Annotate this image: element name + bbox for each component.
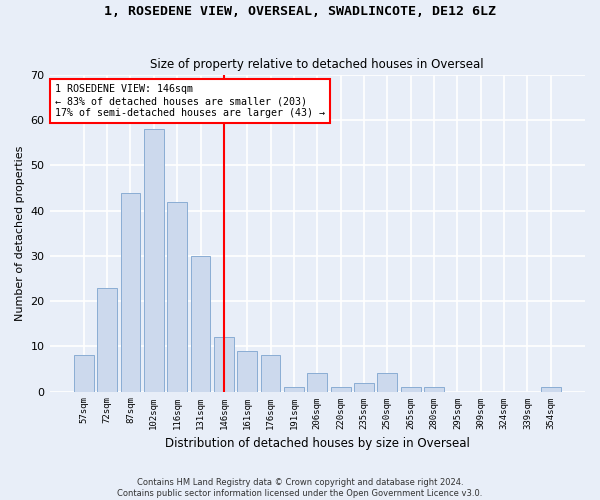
Bar	[377, 374, 397, 392]
Text: Contains HM Land Registry data © Crown copyright and database right 2024.
Contai: Contains HM Land Registry data © Crown c…	[118, 478, 482, 498]
Bar	[191, 256, 211, 392]
Text: 1, ROSEDENE VIEW, OVERSEAL, SWADLINCOTE, DE12 6LZ: 1, ROSEDENE VIEW, OVERSEAL, SWADLINCOTE,…	[104, 5, 496, 18]
Bar	[354, 382, 374, 392]
Bar	[260, 356, 280, 392]
Text: 1 ROSEDENE VIEW: 146sqm
← 83% of detached houses are smaller (203)
17% of semi-d: 1 ROSEDENE VIEW: 146sqm ← 83% of detache…	[55, 84, 325, 117]
X-axis label: Distribution of detached houses by size in Overseal: Distribution of detached houses by size …	[165, 437, 470, 450]
Bar	[214, 338, 234, 392]
Bar	[74, 356, 94, 392]
Bar	[424, 387, 444, 392]
Bar	[307, 374, 327, 392]
Bar	[238, 351, 257, 392]
Bar	[541, 387, 560, 392]
Bar	[331, 387, 350, 392]
Bar	[167, 202, 187, 392]
Bar	[97, 288, 117, 392]
Bar	[121, 192, 140, 392]
Title: Size of property relative to detached houses in Overseal: Size of property relative to detached ho…	[151, 58, 484, 71]
Bar	[144, 129, 164, 392]
Bar	[401, 387, 421, 392]
Bar	[284, 387, 304, 392]
Y-axis label: Number of detached properties: Number of detached properties	[15, 146, 25, 321]
